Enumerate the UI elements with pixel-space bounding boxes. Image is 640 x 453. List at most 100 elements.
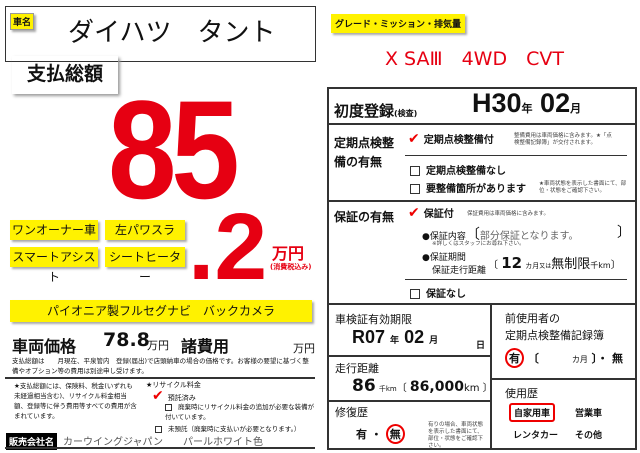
warranty-opt2[interactable]: 保証なし bbox=[410, 285, 466, 300]
bracket-close: 〕 bbox=[617, 225, 631, 241]
recycle-deposited: ✔ 預託済み bbox=[152, 388, 196, 404]
warranty-content: ●保証内容〔部分保証となります。 bbox=[422, 227, 579, 243]
divider bbox=[490, 378, 637, 380]
vehicle-price-label: 車両価格 bbox=[12, 337, 77, 356]
recycle-deposited-text: 預託済み bbox=[167, 394, 196, 402]
grade-value: X SAⅢ 4WD CVT bbox=[385, 48, 564, 70]
warranty-label: 保証の有無 bbox=[334, 210, 395, 224]
check-icon: ✔ bbox=[152, 388, 164, 404]
warranty-period-label: ●保証期間 bbox=[422, 253, 466, 263]
shaken-date: R07 年 02 月 bbox=[352, 327, 438, 348]
warranty-opt1-note: 保証費用は車両価格に含みます。 bbox=[467, 211, 549, 217]
total-unit: 万円 bbox=[272, 244, 305, 263]
usage-opt1-selected: 自家用車 bbox=[509, 403, 556, 422]
check-icon: ✔ bbox=[408, 131, 420, 147]
months-unit: カ月 bbox=[571, 355, 588, 364]
separator: ・ bbox=[370, 428, 382, 441]
repair-yes: 有 bbox=[356, 428, 367, 441]
divider bbox=[327, 355, 490, 357]
usage-opt3: レンタカー bbox=[513, 431, 559, 441]
km-unit: km bbox=[463, 383, 480, 394]
usage-opt2: 営業車 bbox=[575, 409, 603, 419]
warranty-distance-label: 保証走行距離 bbox=[432, 266, 487, 276]
warranty-content-label: ●保証内容 bbox=[422, 232, 466, 242]
inspection-opt2-text: 定期点検整備なし bbox=[426, 166, 506, 177]
recycle-option1-text: 廃棄時にリサイクル料金の追加が必要な装備が付いています。 bbox=[165, 403, 315, 421]
mileage-km: 86 bbox=[352, 376, 376, 396]
equipment-banner: パイオニア製フルセグナビ バックカメラ bbox=[10, 300, 312, 322]
repair-label: 修復歴 bbox=[335, 406, 368, 419]
usage-opt4: その他 bbox=[575, 431, 603, 441]
warranty-period: 〔 12 カ月又は無制限千km〕 bbox=[488, 254, 621, 272]
divider bbox=[327, 400, 490, 402]
price-note: 支払総額は 月現在、平泉管内 登録(届出)で店頭納車の場合の価格です。お客様の要… bbox=[12, 357, 309, 375]
vehicle-price-unit: 万円 bbox=[147, 339, 169, 352]
prev-owner-no: 無 bbox=[612, 352, 624, 365]
shaken-year: R07 bbox=[352, 327, 386, 347]
recycle-option1[interactable]: 廃棄時にリサイクル料金の追加が必要な装備が付いています。 bbox=[165, 402, 315, 422]
total-label: 支払総額 bbox=[12, 56, 118, 94]
inspection-opt2[interactable]: 定期点検整備なし bbox=[410, 162, 506, 177]
repair-note: 有りの場合、車両状態を表示した書面にて、部位・状態をご確認下さい。 bbox=[428, 422, 484, 449]
tag-smart-assist: スマートアシスト bbox=[10, 247, 98, 284]
usage-label: 使用歴 bbox=[505, 387, 538, 400]
divider bbox=[5, 377, 315, 379]
divider bbox=[327, 200, 637, 202]
divider bbox=[490, 303, 492, 450]
first-reg-date: H30年 02月 bbox=[472, 88, 581, 119]
dealer-label: 販売会社名 bbox=[6, 433, 58, 450]
car-name-box bbox=[5, 6, 316, 62]
day-unit: 日 bbox=[476, 341, 486, 351]
month-unit: 月 bbox=[429, 335, 439, 345]
year-unit: 年 bbox=[521, 103, 533, 115]
shaken-month: 02 bbox=[404, 327, 425, 347]
tax-note: (消費税込み) bbox=[270, 263, 312, 271]
checkbox-icon[interactable] bbox=[410, 184, 420, 194]
months-unit: カ月 bbox=[525, 262, 540, 270]
fees-unit: 万円 bbox=[293, 342, 315, 355]
inspection-opt1-note: 整備費用は車両価格に含みます。★「点検整備記録簿」が交付されます。 bbox=[514, 133, 612, 146]
fees-label: 諸費用 bbox=[181, 337, 230, 356]
first-reg-month: 02 bbox=[540, 88, 571, 118]
warranty-content-note: ※詳しくはスタッフにお尋ね下さい。 bbox=[432, 241, 525, 247]
tag-seat-heater: シートヒーター bbox=[105, 247, 185, 284]
divider bbox=[327, 303, 637, 305]
or-text: 又は bbox=[539, 263, 552, 270]
body-color: パールホワイト色 bbox=[183, 437, 263, 448]
warranty-opt1-text: 保証付 bbox=[423, 209, 454, 220]
divider bbox=[327, 123, 637, 125]
divider bbox=[405, 155, 627, 156]
recycle-label: ★リサイクル料金 bbox=[146, 381, 201, 389]
first-reg-year: H30 bbox=[472, 88, 522, 118]
mileage-value: 86 千km〔 86,000km 〕 bbox=[352, 376, 493, 396]
recycle-option2-text: 未預託（廃棄時に支払いが必要となります。） bbox=[168, 425, 301, 433]
checkbox-icon[interactable] bbox=[165, 403, 172, 411]
total-price-big: 85 bbox=[108, 71, 240, 228]
warranty-distance: 無制限 bbox=[551, 257, 591, 272]
shaken-label: 車検証有効期限 bbox=[335, 313, 412, 326]
mileage-exact: 86,000 bbox=[409, 379, 464, 395]
recycle-option2[interactable]: 未預託（廃棄時に支払いが必要となります。） bbox=[155, 423, 300, 433]
mileage-label: 走行距離 bbox=[335, 362, 379, 375]
warranty-months: 12 bbox=[501, 254, 523, 272]
vehicle-price: 78.8 bbox=[103, 329, 150, 351]
checkbox-icon[interactable] bbox=[155, 425, 162, 433]
star-note: ★支払総額には、保険料、税金(いずれも未経過相当含む)、リサイクル料金相当額、登… bbox=[14, 382, 137, 420]
prev-owner-yes-circled: 有 bbox=[505, 348, 524, 368]
grade-label: グレード・ミッション・排気量 bbox=[331, 14, 466, 33]
divider bbox=[405, 279, 627, 280]
first-reg-sub: (検査) bbox=[394, 109, 418, 118]
inspection-opt3-note: ★車両状態を表示した書面にて、部位・状態をご確認下さい。 bbox=[539, 181, 627, 194]
car-name-label: 車名 bbox=[10, 13, 35, 30]
checkbox-icon[interactable] bbox=[410, 289, 420, 299]
checkbox-icon[interactable] bbox=[410, 166, 420, 176]
first-reg-label: 初度登録(検査) bbox=[334, 100, 417, 121]
inspection-opt3[interactable]: 要整備箇所があります bbox=[410, 180, 526, 195]
warranty-opt2-text: 保証なし bbox=[426, 289, 466, 300]
check-icon: ✔ bbox=[408, 205, 420, 221]
repair-options: 有 ・ 無 bbox=[356, 424, 405, 444]
repair-no-circled: 無 bbox=[385, 424, 405, 444]
warranty-content-value: 部分保証となります。 bbox=[479, 231, 579, 242]
warranty-opt1: ✔ 保証付 bbox=[408, 205, 454, 221]
first-reg-text: 初度登録 bbox=[334, 102, 395, 120]
